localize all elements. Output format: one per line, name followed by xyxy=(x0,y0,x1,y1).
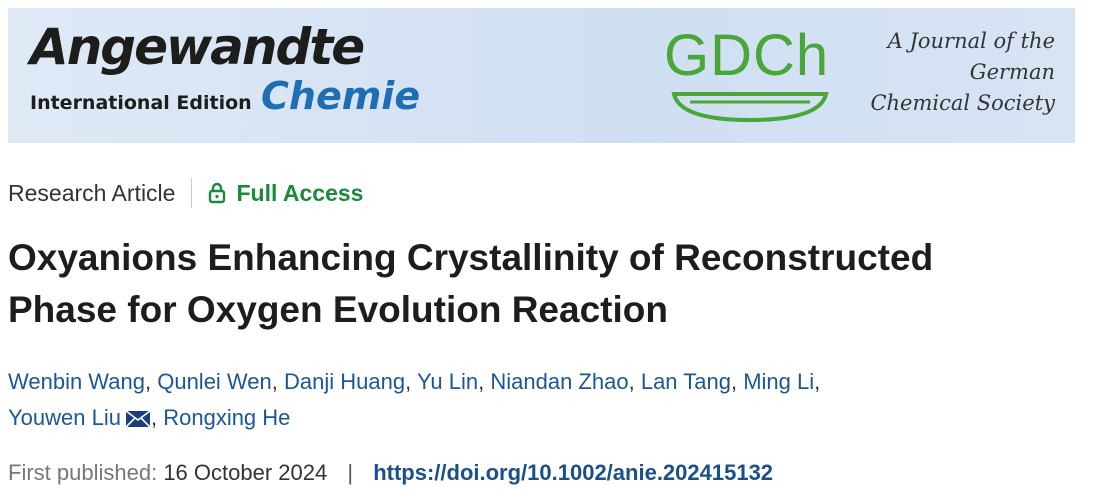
author-link[interactable]: Wenbin Wang xyxy=(8,369,145,394)
author-link[interactable]: Danji Huang xyxy=(284,369,406,394)
society-logo: GDCh xyxy=(664,23,830,88)
society-text: A Journal of the German Chemical Society xyxy=(870,26,1055,119)
author-link[interactable]: Lan Tang xyxy=(640,369,731,394)
access-badge: Full Access xyxy=(208,180,363,207)
author: Ming Li, xyxy=(743,369,820,394)
author-separator: , xyxy=(628,369,635,394)
author-separator: , xyxy=(478,369,485,394)
published-date: 16 October 2024 xyxy=(163,460,328,485)
email-icon[interactable] xyxy=(125,409,151,429)
author-separator: , xyxy=(814,369,821,394)
author: Rongxing He xyxy=(163,405,290,430)
author-separator: , xyxy=(150,405,158,430)
author-separator: , xyxy=(271,369,278,394)
author: Danji Huang, xyxy=(284,369,411,394)
author: Lan Tang, xyxy=(641,369,737,394)
author: Qunlei Wen, xyxy=(157,369,278,394)
article-type: Research Article xyxy=(8,179,176,206)
divider xyxy=(191,178,193,208)
author: Wenbin Wang, xyxy=(8,369,151,394)
title-line: Oxyanions Enhancing Crystallinity of Rec… xyxy=(8,237,934,278)
logo-main: Angewandte xyxy=(30,18,365,76)
society-line: A Journal of the xyxy=(887,29,1055,53)
access-label: Full Access xyxy=(236,179,364,206)
author-link[interactable]: Youwen Liu xyxy=(8,405,121,430)
logo-sub: Chemie xyxy=(261,74,421,118)
title-line: Phase for Oxygen Evolution Reaction xyxy=(8,289,668,330)
journal-banner[interactable]: Angewandte International Edition Chemie … xyxy=(8,8,1075,143)
publication-info: First published: 16 October 2024 | https… xyxy=(8,460,773,486)
society-line: Chemical Society xyxy=(870,91,1055,115)
separator: | xyxy=(347,460,354,485)
logo-edition: International Edition xyxy=(30,92,252,114)
author-link[interactable]: Rongxing He xyxy=(163,405,291,430)
author-separator: , xyxy=(405,369,412,394)
lock-icon xyxy=(209,182,226,204)
doi-link[interactable]: https://doi.org/10.1002/anie.202415132 xyxy=(373,460,774,485)
author-separator: , xyxy=(730,369,738,394)
society-line: German xyxy=(969,60,1055,84)
author: Youwen Liu, xyxy=(8,405,157,430)
author-link[interactable]: Qunlei Wen xyxy=(157,369,272,394)
author-link[interactable]: Ming Li xyxy=(743,369,815,394)
article-title: Oxyanions Enhancing Crystallinity of Rec… xyxy=(8,232,933,336)
published-label: First published: xyxy=(8,460,158,485)
article-meta: Research Article Full Access xyxy=(8,178,363,208)
author: Yu Lin, xyxy=(417,369,484,394)
author-link[interactable]: Niandan Zhao xyxy=(490,369,629,394)
society-logo-bowl xyxy=(671,92,829,123)
author-separator: , xyxy=(144,369,152,394)
author-list: Wenbin Wang, Qunlei Wen, Danji Huang, Yu… xyxy=(8,364,948,436)
author-link[interactable]: Yu Lin xyxy=(416,369,479,394)
author: Niandan Zhao, xyxy=(490,369,634,394)
